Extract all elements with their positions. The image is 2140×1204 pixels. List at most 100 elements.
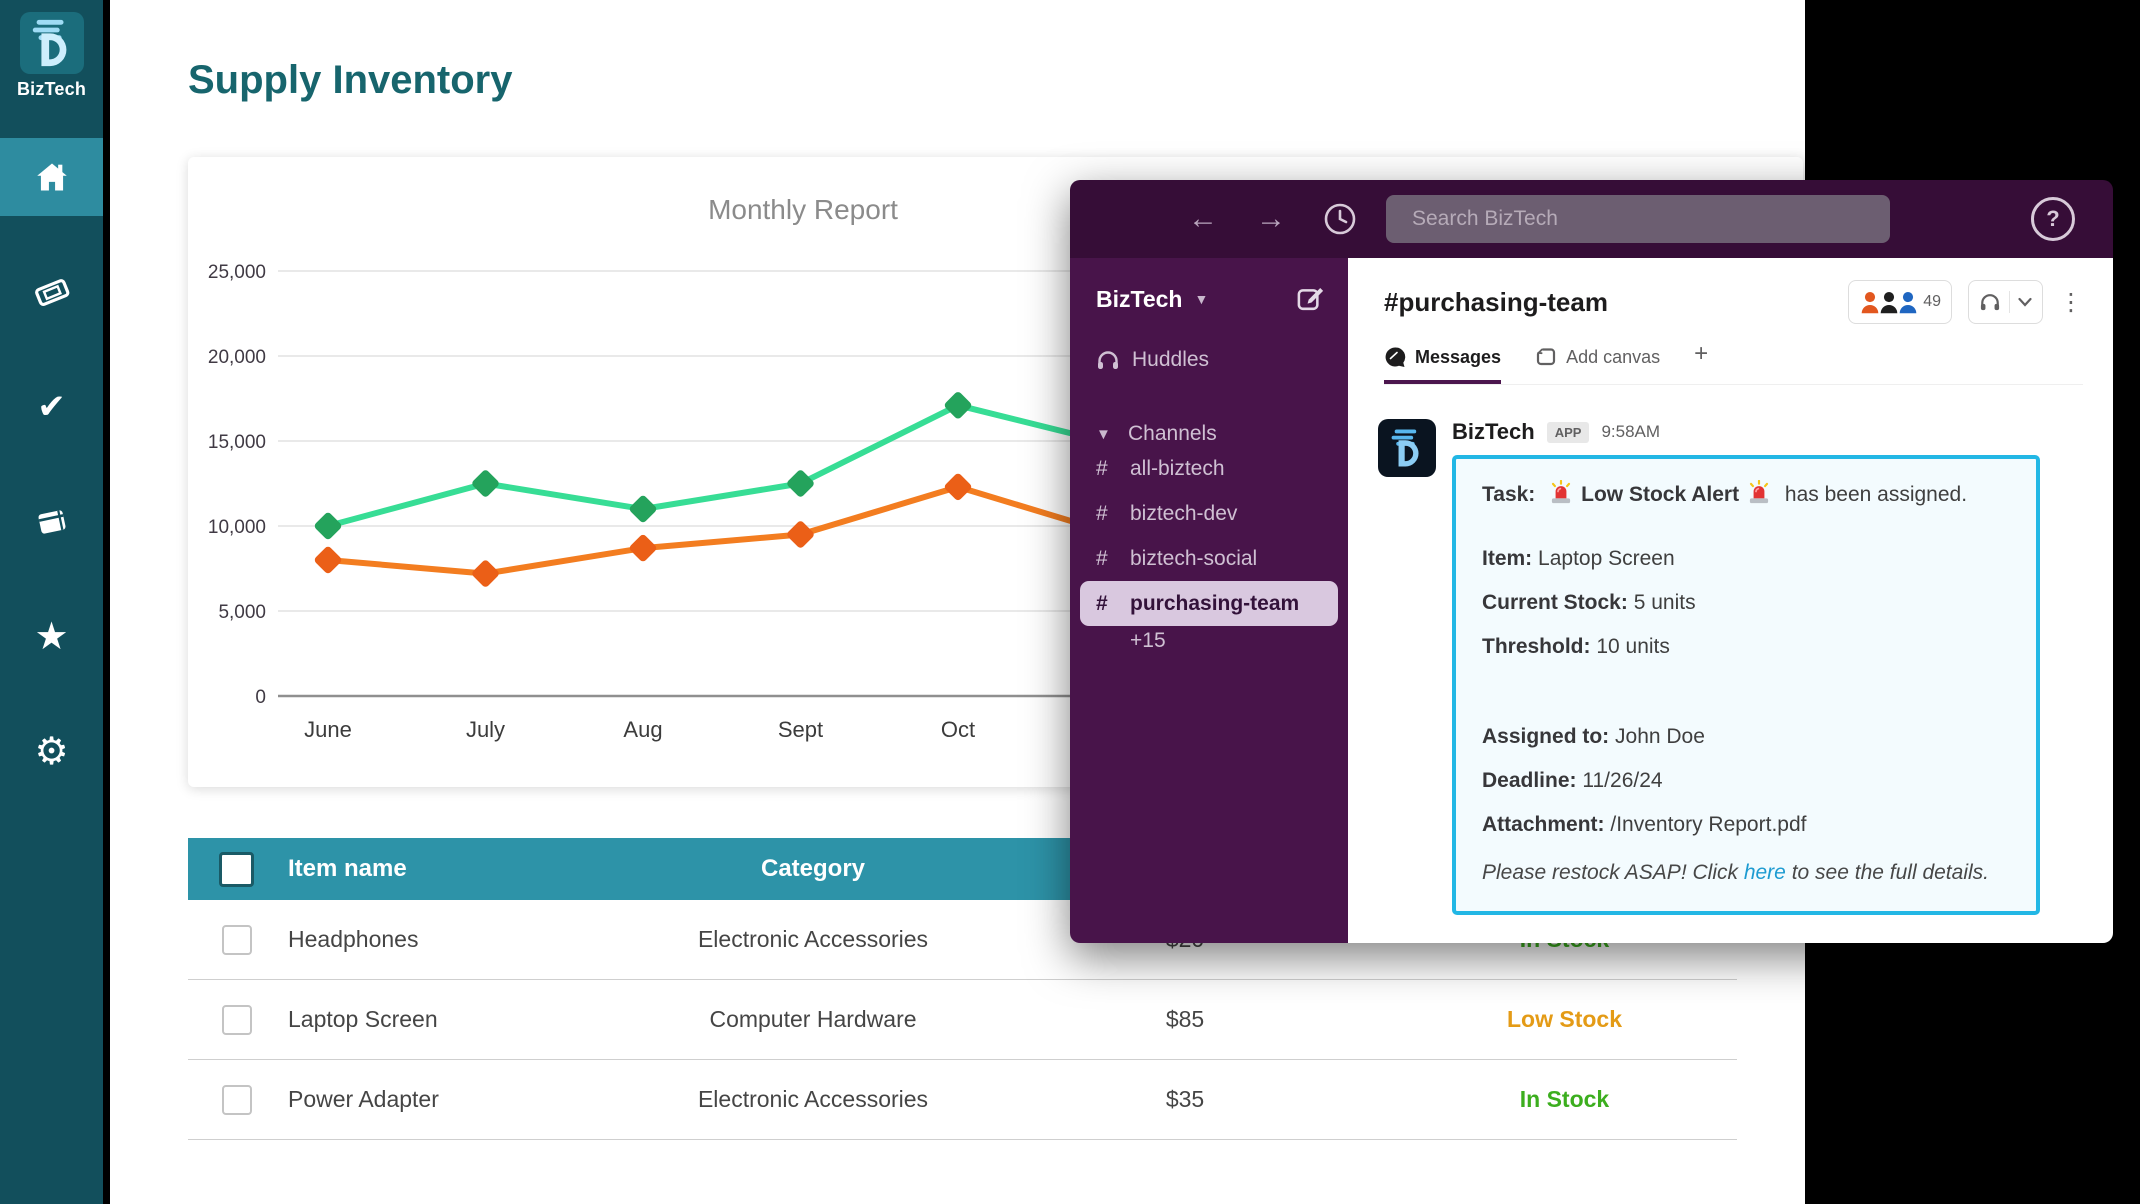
huddle-button[interactable] (1968, 280, 2043, 324)
field-value: Laptop Screen (1538, 547, 1675, 570)
workspace-name: BizTech (1096, 285, 1183, 312)
field-label: Attachment: (1482, 813, 1605, 836)
check-icon: ✔ (37, 388, 66, 426)
members-button[interactable]: 49 (1848, 280, 1952, 324)
channels-section-header[interactable]: ▼ Channels (1070, 422, 1348, 446)
workspace-switcher[interactable]: BizTech ▼ (1070, 284, 1348, 314)
biztech-logo-icon (1391, 429, 1419, 467)
channel-item-purchasing-team[interactable]: # purchasing-team (1080, 581, 1338, 626)
tab-label: Add canvas (1566, 346, 1661, 367)
channel-header: #purchasing-team 49 (1348, 258, 2113, 385)
compose-icon[interactable] (1296, 284, 1326, 314)
footer-note: Please restock ASAP! Click here to see t… (1482, 851, 2010, 895)
field-value: 11/26/24 (1582, 769, 1663, 792)
chevron-down-icon (2018, 297, 2032, 307)
category-cell: Electronic Accessories (697, 1086, 929, 1112)
tab-messages[interactable]: Messages (1384, 346, 1502, 384)
alert-card: Task: Low Stock Alert (1452, 455, 2040, 915)
channel-name: biztech-dev (1130, 501, 1238, 525)
app-nav: ✔ ★ ⚙ (0, 138, 103, 828)
workspace-sidebar: BizTech ▼ Huddles (1070, 258, 1348, 943)
hash-icon: # (1096, 546, 1108, 570)
message: BizTech APP 9:58AM Task: (1348, 385, 2113, 915)
field-attachment: Attachment: /Inventory Report.pdf (1482, 803, 2010, 847)
member-avatar-icon (1880, 291, 1898, 314)
biztech-logo (19, 12, 84, 74)
star-icon: ★ (34, 616, 69, 658)
channel-name: purchasing-team (1130, 591, 1300, 615)
channel-name: all-biztech (1130, 456, 1225, 480)
kebab-menu-icon[interactable]: ⋮ (2059, 288, 2083, 316)
siren-emoji-icon (1749, 479, 1769, 504)
category-cell: Electronic Accessories (697, 926, 929, 952)
here-link[interactable]: here (1743, 861, 1786, 884)
chat-bubble-icon (1385, 347, 1406, 367)
canvas-icon (1536, 348, 1556, 366)
timestamp[interactable]: 9:58AM (1601, 422, 1661, 441)
header-item-name: Item name (288, 855, 407, 882)
back-arrow-icon[interactable]: ← (1188, 202, 1218, 235)
header-category: Category (760, 855, 866, 882)
field-label: Deadline: (1482, 769, 1577, 792)
channel-main: #purchasing-team 49 (1348, 258, 2113, 943)
select-all-checkbox[interactable] (219, 851, 254, 887)
footer-suffix: to see the full details. (1785, 861, 1989, 884)
svg-text:25,000: 25,000 (208, 262, 266, 283)
channel-item-biztech-social[interactable]: # biztech-social (1080, 536, 1338, 581)
channel-item-biztech-dev[interactable]: # biztech-dev (1080, 491, 1338, 536)
brand-name: BizTech (16, 79, 87, 99)
field-assigned-to: Assigned to: John Doe (1482, 715, 2010, 759)
row-checkbox[interactable] (222, 924, 252, 955)
sidebar-item-home[interactable] (0, 138, 103, 216)
sidebar-item-catalog[interactable] (0, 483, 103, 561)
field-label: Threshold: (1482, 635, 1591, 658)
sidebar-item-settings[interactable]: ⚙ (0, 713, 103, 791)
task-line: Task: Low Stock Alert (1482, 473, 2010, 517)
sender-name[interactable]: BizTech (1452, 419, 1535, 444)
member-avatar-icon (1861, 291, 1879, 314)
svg-text:20,000: 20,000 (208, 347, 266, 368)
search-placeholder: Search BizTech (1412, 207, 1558, 230)
tab-add-canvas[interactable]: Add canvas (1535, 346, 1660, 384)
field-label: Item: (1482, 547, 1533, 570)
sidebar-item-huddles[interactable]: Huddles (1070, 348, 1348, 372)
field-current-stock: Current Stock: 5 units (1482, 581, 2010, 625)
tab-label: Messages (1415, 346, 1502, 367)
book-icon (37, 510, 66, 534)
table-row: Laptop Screen Computer Hardware $85 Low … (188, 980, 1737, 1060)
search-input[interactable]: Search BizTech (1386, 195, 1890, 243)
price-cell: $35 (1165, 1086, 1205, 1112)
tab-add[interactable]: + (1694, 340, 1708, 384)
channels-label: Channels (1128, 422, 1217, 445)
field-value: 5 units (1633, 591, 1696, 614)
row-checkbox[interactable] (222, 1004, 252, 1035)
svg-text:Monthly Report: Monthly Report (708, 194, 898, 225)
channel-name: biztech-social (1130, 546, 1258, 570)
svg-text:0: 0 (255, 687, 266, 708)
svg-text:Sept: Sept (778, 717, 823, 742)
svg-text:10,000: 10,000 (208, 517, 266, 538)
hash-icon: # (1096, 591, 1108, 615)
svg-text:July: July (466, 717, 505, 742)
forward-arrow-icon[interactable]: → (1256, 202, 1286, 235)
sidebar-item-tasks[interactable]: ✔ (0, 368, 103, 446)
history-clock-icon[interactable] (1322, 201, 1358, 237)
table-row: Power Adapter Electronic Accessories $35… (188, 1060, 1737, 1140)
caret-down-icon: ▼ (1096, 425, 1111, 443)
ticket-icon (34, 279, 69, 307)
channel-item-all-biztech[interactable]: # all-biztech (1080, 446, 1338, 491)
row-checkbox[interactable] (222, 1084, 252, 1115)
huddles-label: Huddles (1132, 348, 1210, 371)
field-value: 10 units (1596, 635, 1670, 658)
category-cell: Computer Hardware (709, 1006, 917, 1032)
svg-text:5,000: 5,000 (218, 602, 266, 623)
sidebar-item-favorites[interactable]: ★ (0, 598, 103, 676)
help-icon[interactable]: ? (2031, 197, 2075, 241)
siren-emoji-icon (1552, 479, 1571, 504)
sidebar-item-tickets[interactable] (0, 253, 103, 331)
low-stock-alert-link[interactable]: Low Stock Alert (1581, 483, 1740, 506)
footer-prefix: Please restock ASAP! Click (1482, 861, 1744, 884)
more-channels[interactable]: +15 (1130, 629, 1166, 652)
hash-icon: # (1096, 456, 1108, 480)
field-value: John Doe (1615, 725, 1705, 748)
